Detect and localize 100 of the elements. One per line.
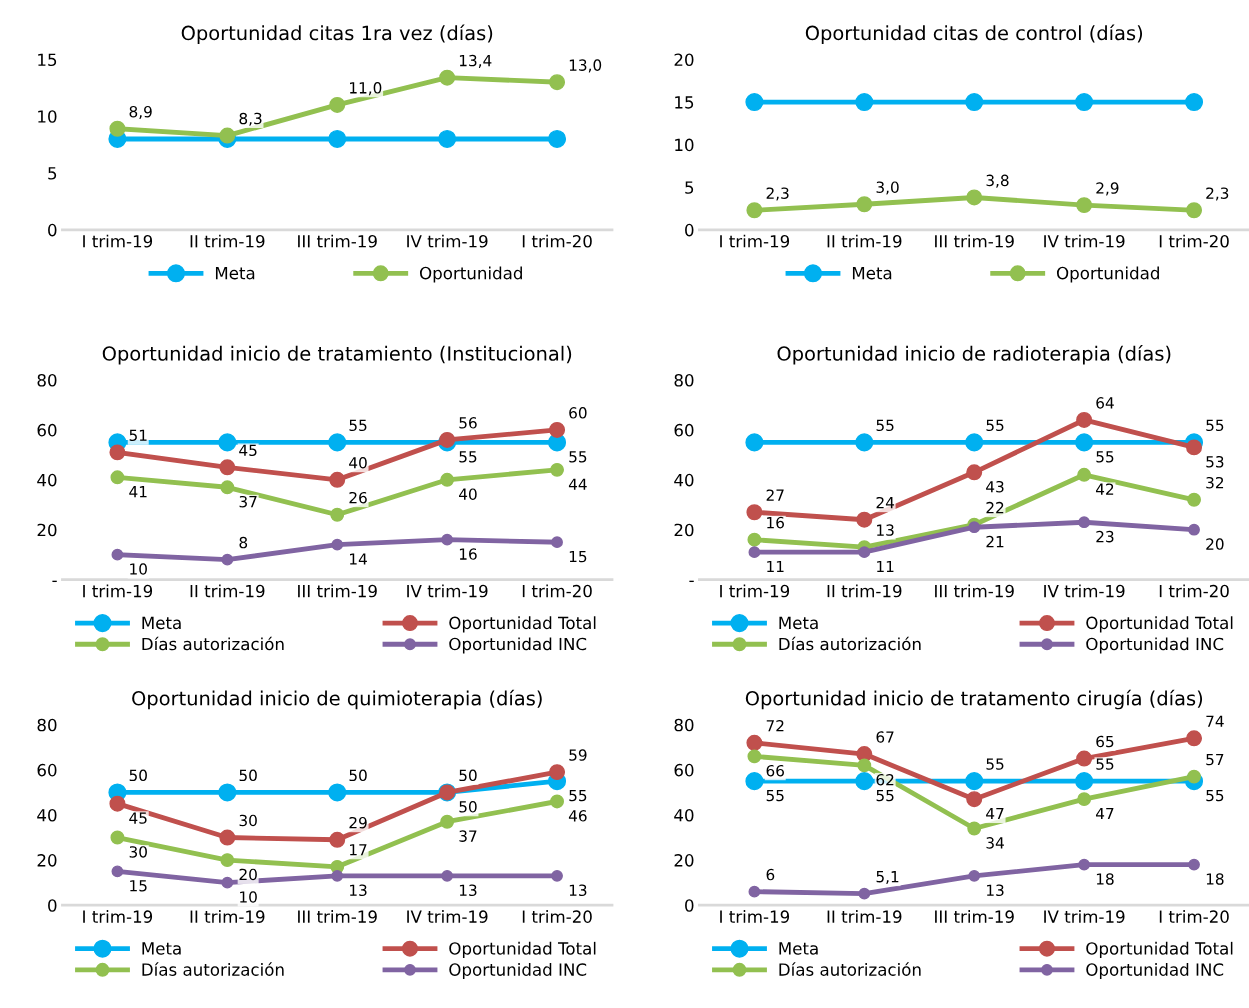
x-tick-label: IV trim-19	[407, 910, 488, 923]
chart-title: Oportunidad inicio de quimioterapia (días)	[132, 689, 542, 710]
x-tick-label: III trim-19	[298, 584, 377, 598]
data-label: 30	[129, 846, 147, 858]
legend-label: Meta	[852, 267, 892, 280]
x-tick-label: II trim-19	[827, 234, 902, 248]
x-tick-label: I trim-19	[720, 234, 790, 248]
data-label: 50	[129, 769, 147, 782]
data-label: 55	[1096, 758, 1114, 770]
data-label: 13	[987, 884, 1004, 897]
x-tick-label: I trim-19	[83, 584, 153, 598]
data-label: 13	[350, 884, 367, 897]
data-label: 64	[1096, 397, 1114, 409]
x-tick-label: III trim-19	[935, 584, 1014, 598]
y-tick-label: -	[689, 580, 694, 583]
data-label: 72	[766, 719, 784, 732]
legend-label: Oportunidad INC	[1086, 962, 1224, 980]
y-tick-label: 60	[37, 423, 57, 437]
data-label: 20	[239, 868, 257, 881]
data-label: 47	[1095, 807, 1114, 820]
data-label: 29	[349, 816, 367, 829]
data-label: 3,8	[986, 174, 1009, 188]
data-label: 50	[349, 769, 367, 782]
y-tick-label: 20	[674, 854, 694, 867]
data-label: 41	[129, 486, 147, 498]
data-label: 50	[459, 769, 477, 782]
data-label: 14	[350, 553, 367, 565]
data-label: 6	[766, 868, 775, 881]
data-label: 27	[766, 489, 784, 501]
data-label: 50	[239, 769, 257, 782]
y-tick-label: 10	[675, 138, 694, 152]
data-label: 50	[459, 801, 477, 813]
legend-label: Oportunidad INC	[449, 637, 587, 654]
data-label: 55	[876, 789, 894, 802]
data-label: 32	[1206, 476, 1224, 489]
legend-label: Oportunidad INC	[1086, 637, 1224, 654]
data-label: 13	[569, 884, 587, 897]
x-tick-label: IV trim-19	[407, 584, 488, 598]
y-tick-label: 15	[38, 53, 57, 67]
data-label: 16	[459, 548, 477, 560]
data-label: 8	[239, 536, 248, 549]
data-label: 55	[349, 419, 367, 432]
y-tick-label: 20	[37, 854, 57, 867]
x-tick-label: III trim-19	[298, 234, 377, 248]
x-tick-label: II trim-19	[190, 910, 265, 923]
data-label: 55	[569, 789, 587, 802]
y-tick-label: 40	[37, 808, 57, 822]
data-label: 45	[239, 444, 257, 457]
chart-title: Oportunidad inicio de tratamiento (Institucional)	[102, 345, 572, 365]
data-label: 53	[1206, 455, 1224, 468]
data-label: 55	[986, 758, 1004, 770]
x-tick-label: I trim-20	[522, 234, 592, 248]
y-tick-label: 40	[37, 473, 57, 487]
y-tick-label: 60	[674, 763, 694, 777]
data-label: 18	[1206, 873, 1224, 885]
y-tick-label: 0	[685, 223, 694, 237]
chart-title: Oportunidad inicio de tratamento cirugía (días)	[745, 689, 1203, 710]
data-label: 56	[459, 417, 477, 429]
y-tick-label: 0	[48, 223, 57, 237]
data-label: 17	[350, 844, 367, 856]
data-label: 55	[569, 451, 587, 463]
legend-label: Meta	[779, 942, 818, 955]
y-tick-label: 80	[37, 718, 57, 732]
legend-label: Oportunidad	[1056, 266, 1159, 283]
data-label: 55	[1096, 451, 1114, 463]
x-tick-label: I trim-19	[83, 910, 153, 923]
x-tick-label: I trim-19	[720, 584, 790, 598]
data-label: 13	[877, 524, 894, 536]
x-tick-label: II trim-19	[190, 584, 265, 598]
data-label: 13	[459, 884, 477, 897]
x-tick-label: II trim-19	[827, 584, 902, 598]
x-tick-label: II trim-19	[190, 234, 265, 248]
data-label: 8,3	[239, 112, 262, 126]
data-label: 2,9	[1096, 182, 1119, 196]
data-label: 15	[569, 550, 587, 563]
legend-label: Meta	[142, 616, 181, 630]
data-label: 18	[1096, 873, 1114, 885]
data-label: 55	[876, 419, 894, 432]
y-tick-label: 20	[674, 523, 694, 537]
data-label: 30	[239, 814, 257, 827]
data-label: 59	[569, 749, 587, 761]
data-label: 44	[568, 478, 587, 490]
data-label: 55	[766, 789, 784, 802]
data-label: 8,9	[129, 105, 152, 120]
data-label: 24	[876, 496, 894, 509]
y-tick-label: 5	[685, 181, 694, 194]
data-label: 55	[459, 451, 477, 463]
x-tick-label: III trim-19	[935, 910, 1014, 923]
y-tick-label: 20	[37, 523, 57, 537]
x-tick-label: III trim-19	[935, 234, 1014, 248]
y-tick-label: 15	[675, 96, 694, 109]
x-tick-label: IV trim-19	[1044, 234, 1125, 248]
data-label: 65	[1096, 735, 1114, 748]
legend-label: Días autorización	[779, 962, 921, 976]
y-tick-label: 5	[48, 167, 57, 180]
data-label: 40	[349, 456, 367, 469]
data-label: 74	[1206, 715, 1224, 727]
x-tick-label: I trim-20	[1159, 584, 1229, 598]
data-label: 34	[986, 837, 1004, 849]
legend-label: Oportunidad Total	[1086, 616, 1233, 633]
